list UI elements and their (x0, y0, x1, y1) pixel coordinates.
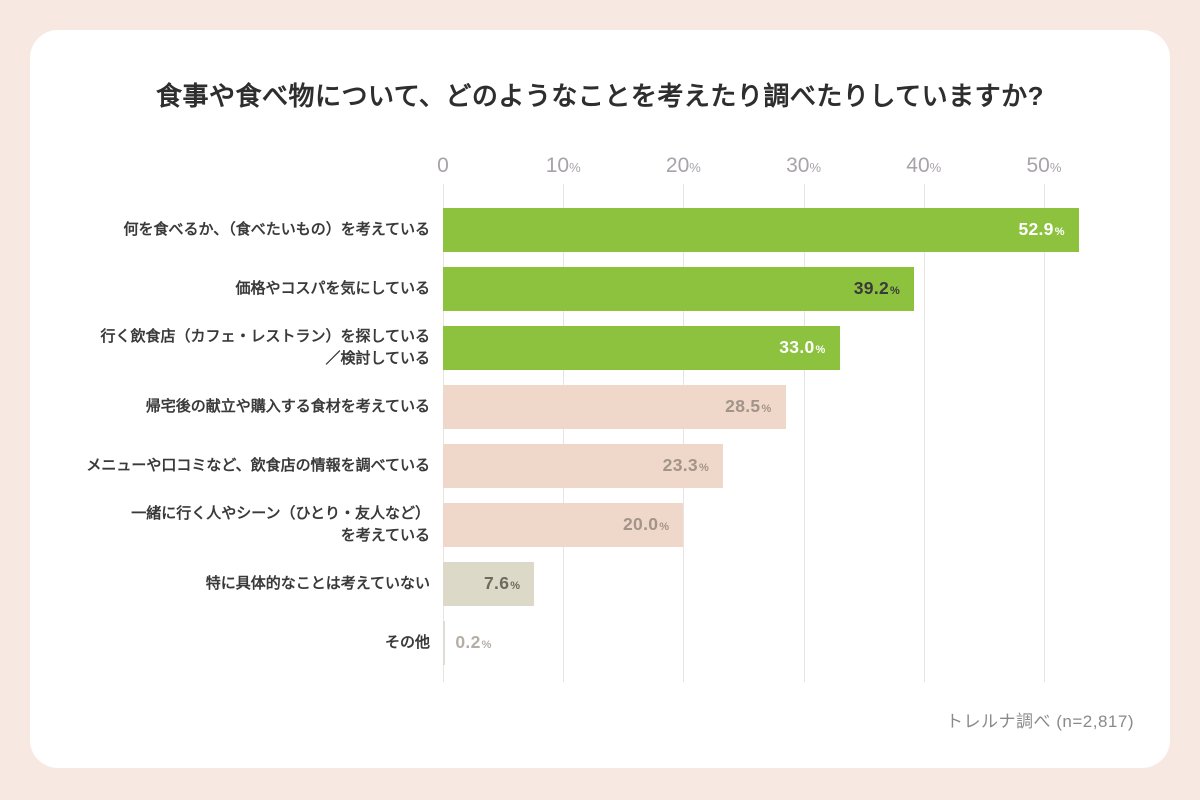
bar-value: 39.2% (853, 278, 901, 299)
bars-container: 52.9% 39.2% 33.0% 28.5% 23.3% 20.0% 7.6% 0.2% (443, 207, 1080, 684)
category-labels: 何を食べるか、（食べたいもの）を考えている価格やコスパを気にしている行く飲食店（… (40, 184, 443, 684)
bar: 28.5% (443, 384, 786, 429)
bar: 23.3% (443, 443, 724, 488)
axis-tick: 50% (1026, 153, 1062, 177)
bar-row: 33.0% (443, 325, 1080, 370)
category-label: 何を食べるか、（食べたいもの）を考えている (123, 220, 430, 238)
bar-value: 0.2% (455, 632, 492, 653)
gridline (803, 183, 805, 682)
category-label: メニューや口コミなど、飲食店の情報を調べている (86, 456, 430, 474)
bar-row: 7.6% (443, 561, 1080, 606)
axis-tick: 20% (665, 153, 701, 177)
gridline (563, 183, 565, 682)
bar: 20.0% (443, 502, 684, 547)
category-label: 一緒に行く人やシーン（ひとり・友人など） を考えている (131, 505, 430, 544)
bar-value: 23.3% (662, 455, 710, 476)
plot-area: 52.9% 39.2% 33.0% 28.5% 23.3% 20.0% 7.6% 0.2% (443, 183, 1080, 684)
bar: 7.6% (443, 561, 535, 606)
bar-value: 52.9% (1018, 219, 1065, 240)
bar-row: 23.3% (443, 443, 1080, 488)
gridline (443, 183, 444, 682)
category-label: 価格やコスパを気にしている (235, 279, 430, 297)
chart-card: 食事や食べ物について、どのようなことを考えたり調べたりしていますか? 0 10% 2… (30, 30, 1170, 768)
source-note: トレルナ調べ (n=2,817) (946, 712, 1134, 731)
category-label: 帰宅後の献立や購入する食材を考えている (145, 397, 430, 415)
axis-tick: 10% (545, 153, 581, 177)
bar: 33.0% (443, 325, 840, 370)
axis-tick: 0 (437, 153, 449, 177)
gridline (923, 183, 925, 682)
x-axis: 0 10% 20% 30% 40% 50% (437, 153, 1080, 184)
axis-tick: 40% (906, 153, 942, 177)
bar-row: 52.9% (443, 207, 1080, 252)
bar-value: 7.6% (484, 573, 521, 594)
bar-value: 28.5% (725, 396, 772, 417)
chart-title: 食事や食べ物について、どのようなことを考えたり調べたりしていますか? (155, 81, 1045, 111)
bar-row: 39.2% (443, 266, 1080, 311)
gridline (683, 183, 685, 682)
axis-tick: 30% (786, 153, 822, 177)
gridline (1043, 183, 1045, 682)
bar (443, 620, 446, 665)
bar: 39.2% (443, 266, 915, 311)
gridlines (443, 183, 1080, 682)
category-label: 行く飲食店（カフェ・レストラン）を探している ／検討している (100, 328, 430, 367)
bar-value: 20.0% (623, 514, 670, 535)
bar-chart: 0 10% 20% 30% 40% 50% 何を食べるか、（食べたいもの）を考えている価格… (40, 154, 1080, 684)
category-label: その他 (384, 633, 430, 651)
bar-row: 20.0% (443, 502, 1080, 547)
category-label: 特に具体的なことは考えていない (205, 574, 430, 592)
bar: 52.9% (443, 207, 1079, 252)
bar-value: 33.0% (779, 337, 826, 358)
bar-row: 28.5% (443, 384, 1080, 429)
bar-row: 0.2% (443, 620, 1080, 665)
